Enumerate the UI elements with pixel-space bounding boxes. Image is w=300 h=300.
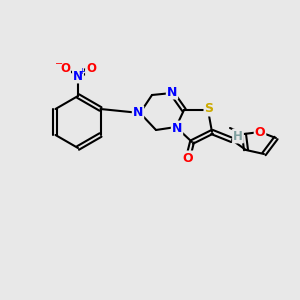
Text: S: S xyxy=(205,103,214,116)
Text: N: N xyxy=(167,85,177,98)
Text: H: H xyxy=(233,130,243,142)
Text: +: + xyxy=(79,68,86,76)
Text: N: N xyxy=(172,122,182,134)
Text: −: − xyxy=(55,59,63,69)
Text: O: O xyxy=(86,61,96,74)
Text: N: N xyxy=(133,106,143,119)
Text: O: O xyxy=(255,125,265,139)
Text: N: N xyxy=(73,70,83,83)
Text: O: O xyxy=(183,152,193,164)
Text: O: O xyxy=(60,61,70,74)
